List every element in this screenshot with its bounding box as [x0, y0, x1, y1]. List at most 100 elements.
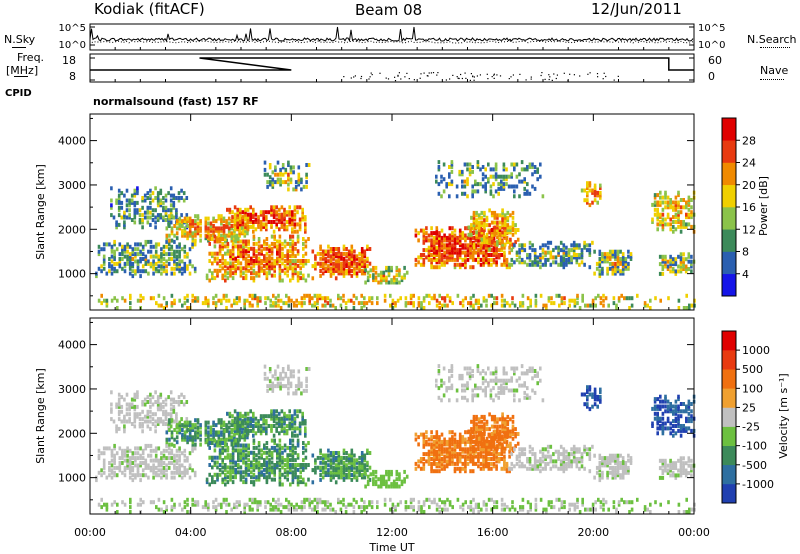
- power-cell: [477, 223, 481, 228]
- velocity-cell: [257, 463, 261, 467]
- velocity-cell: [244, 426, 247, 431]
- power-cell: [319, 247, 322, 251]
- power-cell: [485, 232, 489, 237]
- power-cell: [445, 257, 449, 262]
- power-cell: [598, 249, 602, 254]
- power-cell: [472, 230, 476, 235]
- power-cell: [666, 200, 670, 205]
- velocity-cell: [298, 431, 302, 436]
- power-cell: [272, 229, 276, 234]
- power-cell: [97, 244, 101, 249]
- power-cell: [520, 257, 524, 262]
- power-cell: [469, 296, 473, 301]
- nave-dot: [445, 79, 447, 81]
- power-cell: [414, 233, 418, 238]
- velocity-cell: [244, 460, 248, 465]
- power-cell: [242, 256, 245, 261]
- power-cell: [196, 216, 200, 221]
- power-cell: [614, 261, 617, 266]
- velocity-cell: [301, 419, 304, 424]
- velocity-cell: [347, 453, 351, 458]
- power-cell: [283, 244, 287, 249]
- velocity-cell: [464, 464, 467, 469]
- velocity-cell: [366, 479, 370, 484]
- power-cell: [520, 243, 524, 248]
- velocity-cell: [178, 465, 181, 470]
- velocity-cell: [242, 445, 245, 450]
- velocity-cell: [422, 432, 426, 437]
- velocity-cell: [212, 432, 215, 437]
- velocity-cell: [139, 473, 142, 478]
- power-cell: [589, 303, 592, 308]
- power-cell: [432, 248, 436, 253]
- power-cell: [685, 222, 688, 227]
- power-cell: [314, 256, 317, 261]
- nave-dot: [470, 73, 472, 75]
- power-cell: [256, 303, 259, 308]
- velocity-cell: [229, 472, 232, 477]
- power-cell: [321, 251, 325, 256]
- power-cell: [247, 241, 250, 246]
- velocity-cell: [345, 463, 348, 468]
- velocity-cell: [471, 457, 475, 461]
- power-cell: [183, 228, 187, 233]
- power-cell: [316, 261, 320, 266]
- velocity-cell: [238, 430, 241, 435]
- power-cell: [165, 252, 168, 257]
- power-cell: [502, 177, 506, 182]
- power-cell: [477, 238, 480, 243]
- power-cell: [118, 259, 122, 264]
- power-cell: [379, 270, 383, 275]
- power-cell: [394, 303, 397, 308]
- power-cell: [304, 244, 308, 249]
- nave-dot: [426, 75, 428, 77]
- power-cell: [479, 250, 483, 255]
- velocity-cell: [329, 470, 333, 475]
- power-cell: [451, 253, 454, 257]
- velocity-cell: [213, 438, 217, 443]
- nave-dot: [427, 75, 429, 77]
- power-cell: [661, 220, 665, 224]
- velocity-cell: [319, 465, 322, 470]
- power-cell: [173, 298, 176, 303]
- power-cell: [302, 263, 305, 268]
- power-cell: [275, 205, 278, 210]
- power-cell: [102, 254, 106, 259]
- power-cell: [493, 228, 497, 232]
- power-cell: [141, 213, 144, 218]
- power-cell: [329, 271, 333, 276]
- power-cell: [379, 273, 383, 278]
- velocity-cell: [117, 417, 121, 422]
- power-cell: [128, 266, 132, 271]
- velocity-cell: [226, 448, 230, 453]
- power-cell: [516, 237, 520, 242]
- power-cell: [541, 243, 545, 248]
- power-cell: [490, 243, 493, 248]
- power-cell: [293, 212, 297, 217]
- power-cell: [113, 266, 116, 271]
- velocity-cell: [334, 455, 338, 460]
- velocity-cell: [162, 473, 166, 478]
- velocity-cell: [342, 465, 346, 470]
- power-cell: [224, 273, 227, 278]
- power-cell: [274, 296, 278, 301]
- power-cell: [304, 222, 307, 227]
- power-cell: [458, 250, 462, 255]
- velocity-cell: [117, 404, 121, 409]
- velocity-cell: [102, 465, 106, 470]
- power-cell: [252, 278, 256, 283]
- velocity-cell: [469, 454, 472, 459]
- power-cell: [268, 244, 271, 249]
- velocity-cell: [440, 442, 444, 447]
- power-cell: [674, 257, 678, 262]
- power-cell: [324, 298, 327, 303]
- power-cell: [476, 165, 480, 169]
- nave-dot: [486, 73, 488, 75]
- velocity-cell: [208, 455, 211, 460]
- power-cell: [229, 263, 232, 268]
- power-cell: [126, 242, 129, 247]
- power-cell: [244, 222, 247, 227]
- nave-dot: [487, 78, 489, 80]
- power-cell: [220, 233, 223, 238]
- velocity-cell: [345, 468, 348, 473]
